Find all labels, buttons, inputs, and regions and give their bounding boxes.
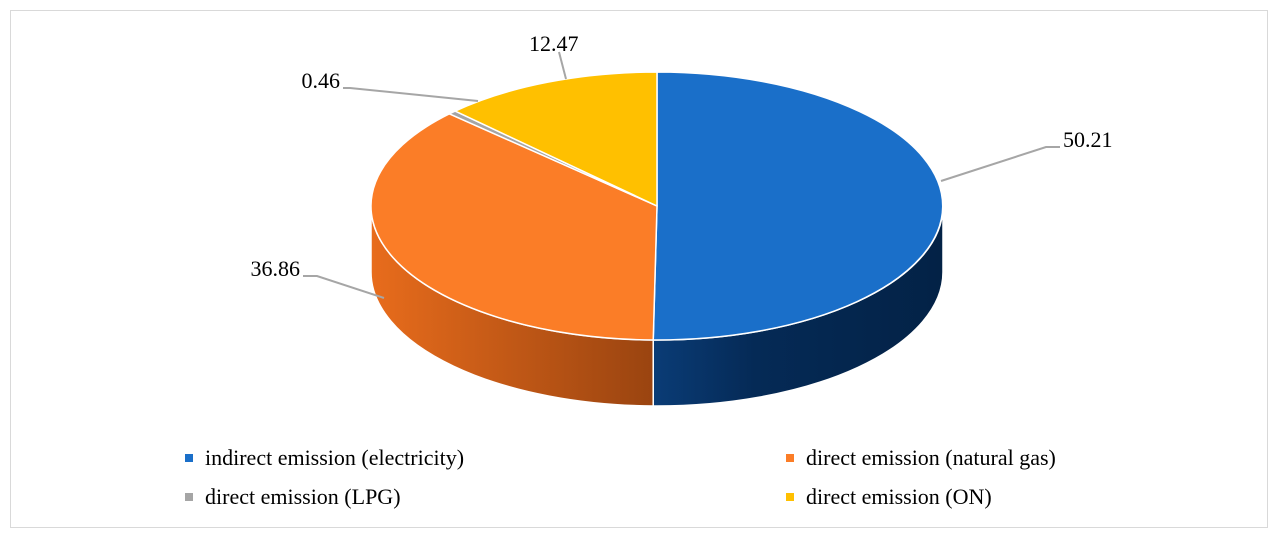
- data-label-lpg: 0.46: [302, 68, 341, 93]
- legend-swatch-natural-gas: [786, 454, 794, 462]
- legend-swatch-lpg: [185, 493, 193, 501]
- data-label-electricity: 50.21: [1063, 127, 1113, 152]
- leader-line-natural-gas: [303, 275, 385, 299]
- legend-swatch-on: [786, 493, 794, 501]
- legend-item-lpg: direct emission (LPG): [185, 484, 401, 510]
- legend-label-electricity: indirect emission (electricity): [205, 445, 465, 470]
- leader-line-on: [558, 51, 567, 80]
- legend-item-on: direct emission (ON): [786, 484, 992, 510]
- legend-item-electricity: indirect emission (electricity): [185, 445, 464, 471]
- legend-item-natural-gas: direct emission (natural gas): [786, 445, 1056, 471]
- legend-label-natural-gas: direct emission (natural gas): [806, 445, 1056, 470]
- pie-tops: [370, 71, 944, 341]
- legend-label-on: direct emission (ON): [806, 484, 992, 509]
- legend-label-lpg: direct emission (LPG): [205, 484, 401, 509]
- leader-line-lpg: [343, 87, 479, 102]
- leader-lines: [303, 51, 1060, 299]
- data-label-natural-gas: 36.86: [251, 256, 301, 281]
- data-label-on: 12.47: [529, 31, 579, 56]
- pie-slice-electricity: [652, 71, 944, 341]
- leader-line-electricity: [940, 146, 1060, 182]
- pie-slice-natural-gas: [370, 113, 658, 341]
- pie-slice-on: [454, 71, 658, 207]
- legend-swatch-electricity: [185, 454, 193, 462]
